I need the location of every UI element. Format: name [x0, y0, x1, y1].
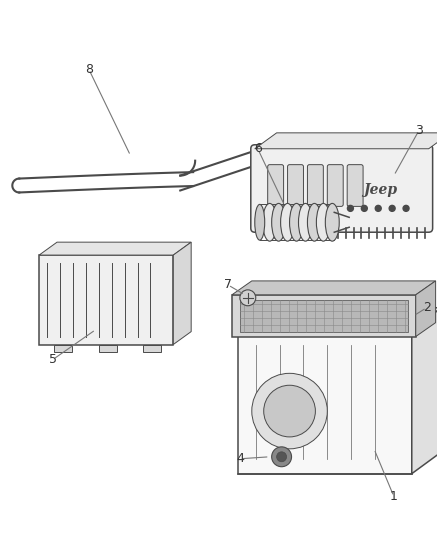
- Circle shape: [361, 205, 367, 212]
- Circle shape: [272, 447, 292, 467]
- Circle shape: [375, 205, 381, 212]
- Ellipse shape: [272, 204, 286, 241]
- Bar: [238, 329, 412, 474]
- Ellipse shape: [298, 204, 312, 241]
- FancyBboxPatch shape: [288, 165, 304, 206]
- Text: Jeep: Jeep: [363, 183, 397, 197]
- FancyBboxPatch shape: [347, 165, 363, 206]
- Polygon shape: [416, 281, 436, 336]
- Polygon shape: [412, 308, 438, 474]
- Ellipse shape: [316, 204, 330, 241]
- Bar: [232, 295, 416, 336]
- Text: 5: 5: [49, 353, 57, 366]
- Ellipse shape: [307, 204, 321, 241]
- Circle shape: [240, 290, 256, 306]
- Circle shape: [403, 205, 409, 212]
- Circle shape: [347, 205, 353, 212]
- Circle shape: [264, 385, 315, 437]
- Ellipse shape: [281, 204, 294, 241]
- Text: 1: 1: [390, 490, 398, 503]
- FancyBboxPatch shape: [251, 145, 433, 232]
- Bar: [39, 255, 173, 344]
- Circle shape: [389, 205, 395, 212]
- Ellipse shape: [325, 204, 339, 241]
- Text: 4: 4: [236, 453, 244, 465]
- Ellipse shape: [290, 204, 304, 241]
- Bar: [144, 344, 161, 352]
- Polygon shape: [255, 133, 438, 149]
- Text: 3: 3: [415, 124, 423, 138]
- Polygon shape: [232, 281, 436, 295]
- Polygon shape: [39, 242, 191, 255]
- Bar: [240, 300, 408, 332]
- Ellipse shape: [255, 204, 265, 240]
- Text: 6: 6: [254, 142, 261, 155]
- Bar: [99, 344, 117, 352]
- Text: 2: 2: [423, 301, 431, 314]
- Bar: [54, 344, 72, 352]
- Polygon shape: [238, 308, 438, 329]
- FancyBboxPatch shape: [268, 165, 283, 206]
- FancyBboxPatch shape: [327, 165, 343, 206]
- FancyBboxPatch shape: [307, 165, 323, 206]
- Text: 7: 7: [224, 278, 232, 292]
- Ellipse shape: [263, 204, 277, 241]
- Circle shape: [277, 452, 286, 462]
- Circle shape: [252, 373, 327, 449]
- Polygon shape: [173, 242, 191, 344]
- Text: 8: 8: [85, 63, 93, 76]
